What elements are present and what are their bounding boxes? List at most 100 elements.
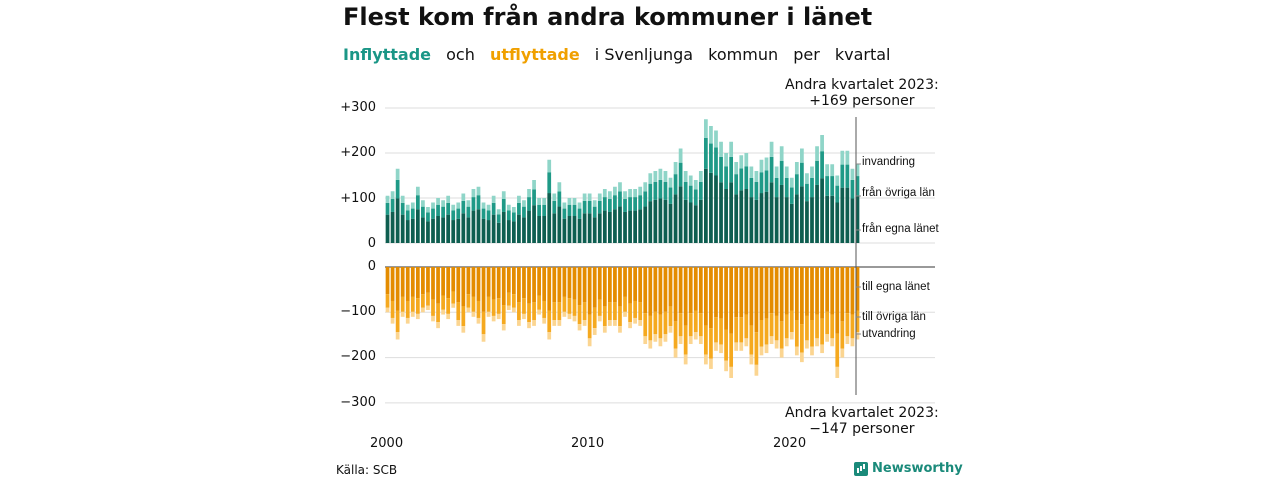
- inflow-invandring-bar: [774, 166, 779, 178]
- outflow-ovriga-bar: [764, 318, 769, 345]
- inflow-invandring-bar: [638, 186, 643, 196]
- inflow-egna-bar: [688, 202, 693, 243]
- inflow-invandring-bar: [410, 202, 415, 209]
- outflow-ovriga-bar: [628, 303, 632, 323]
- inflow-invandring-bar: [567, 198, 572, 205]
- outflow-egna-bar: [602, 267, 607, 307]
- inflow-egna-bar: [789, 203, 794, 243]
- legend-fran-ovriga-lan: från övriga län: [862, 187, 935, 199]
- inflow-ovriga-bar: [779, 160, 784, 185]
- inflow-ovriga-bar: [653, 181, 658, 200]
- outflow-egna-bar: [532, 267, 536, 303]
- inflow-egna-bar: [501, 211, 506, 243]
- outflow-ovriga-bar: [658, 314, 663, 339]
- outflow-egna-bar: [415, 267, 420, 299]
- inflow-egna-bar: [481, 218, 486, 243]
- inflow-ovriga-bar: [835, 185, 840, 203]
- inflow-invandring-bar: [400, 195, 405, 203]
- outflow-ovriga-bar: [739, 317, 744, 343]
- inflow-invandring-bar: [431, 202, 435, 209]
- inflow-egna-bar: [547, 193, 552, 243]
- inflow-egna-bar: [537, 216, 541, 243]
- inflow-invandring-bar: [426, 207, 430, 213]
- outflow-egna-bar: [704, 267, 708, 326]
- outflow-ovriga-bar: [552, 302, 557, 321]
- outflow-utvandring-bar: [436, 322, 440, 329]
- outflow-egna-bar: [855, 267, 860, 311]
- inflow-ovriga-bar: [486, 210, 491, 221]
- outflow-utvandring-bar: [415, 313, 420, 320]
- outflow-ovriga-bar: [845, 313, 850, 337]
- outflow-utvandring-bar: [623, 311, 627, 317]
- outflow-ovriga-bar: [461, 306, 466, 327]
- inflow-egna-bar: [759, 193, 764, 243]
- inflow-ovriga-bar: [517, 202, 521, 215]
- inflow-invandring-bar: [557, 182, 562, 192]
- outflow-ovriga-bar: [618, 306, 622, 327]
- outflow-utvandring-bar: [724, 360, 728, 372]
- inflow-invandring-bar: [506, 204, 511, 211]
- outflow-ovriga-bar: [395, 310, 400, 333]
- outflow-egna-bar: [820, 267, 824, 319]
- inflow-invandring-bar: [577, 202, 582, 209]
- inflow-ovriga-bar: [471, 197, 476, 211]
- inflow-egna-bar: [724, 189, 728, 243]
- outflow-utvandring-bar: [769, 336, 774, 345]
- outflow-egna-bar: [769, 267, 774, 314]
- inflow-egna-bar: [522, 217, 526, 243]
- inflow-invandring-bar: [390, 191, 395, 200]
- inflow-ovriga-bar: [794, 174, 799, 195]
- outflow-utvandring-bar: [663, 334, 668, 342]
- outflow-ovriga-bar: [800, 324, 804, 353]
- inflow-invandring-bar: [501, 191, 506, 200]
- inflow-ovriga-bar: [850, 179, 855, 199]
- outflow-ovriga-bar: [643, 313, 648, 337]
- outflow-utvandring-bar: [527, 322, 531, 329]
- bottom-callout-line1: Andra kvartalet 2023:: [785, 405, 939, 421]
- outflow-utvandring-bar: [602, 326, 607, 333]
- outflow-utvandring-bar: [390, 317, 395, 324]
- outflow-egna-bar: [688, 267, 693, 314]
- outflow-utvandring-bar: [501, 324, 506, 331]
- outflow-egna-bar: [506, 267, 511, 293]
- inflow-invandring-bar: [522, 200, 526, 207]
- outflow-egna-bar: [597, 267, 602, 300]
- outflow-ovriga-bar: [496, 298, 501, 314]
- outflow-ovriga-bar: [456, 302, 461, 321]
- outflow-ovriga-bar: [769, 313, 774, 337]
- inflow-invandring-bar: [415, 186, 420, 196]
- inflow-invandring-bar: [709, 126, 713, 144]
- outflow-utvandring-bar: [830, 338, 835, 347]
- outflow-utvandring-bar: [597, 315, 602, 322]
- inflow-invandring-bar: [719, 141, 723, 157]
- outflow-egna-bar: [471, 267, 476, 297]
- inflow-ovriga-bar: [547, 172, 552, 194]
- outflow-utvandring-bar: [400, 311, 405, 317]
- inflow-invandring-bar: [517, 195, 521, 203]
- outflow-ovriga-bar: [744, 314, 749, 339]
- outflow-utvandring-bar: [461, 326, 466, 333]
- inflow-invandring-bar: [805, 173, 809, 184]
- y-tick-label: −200: [340, 349, 376, 364]
- outflow-ovriga-bar: [805, 315, 809, 341]
- inflow-egna-bar: [835, 202, 840, 243]
- outflow-ovriga-bar: [597, 299, 602, 316]
- inflow-invandring-bar: [607, 191, 612, 200]
- subtitle-rest2: kommun: [708, 45, 779, 64]
- inflow-egna-bar: [461, 213, 466, 243]
- outflow-utvandring-bar: [476, 317, 481, 324]
- inflow-egna-bar: [769, 182, 774, 243]
- inflow-ovriga-bar: [613, 195, 617, 210]
- inflow-invandring-bar: [542, 198, 547, 205]
- chart-subtitle: Inflyttade och utflyttade i Svenljunga k…: [343, 45, 901, 64]
- outflow-utvandring-bar: [471, 311, 476, 317]
- outflow-ovriga-bar: [704, 325, 708, 355]
- outflow-egna-bar: [805, 267, 809, 316]
- outflow-utvandring-bar: [673, 348, 678, 358]
- bar-chart-icon: [854, 461, 868, 476]
- subtitle-outflow-word: utflyttade: [489, 45, 580, 64]
- inflow-ovriga-bar: [562, 208, 567, 219]
- outflow-utvandring-bar: [714, 342, 718, 351]
- inflow-ovriga-bar: [739, 168, 744, 191]
- inflow-ovriga-bar: [774, 177, 779, 198]
